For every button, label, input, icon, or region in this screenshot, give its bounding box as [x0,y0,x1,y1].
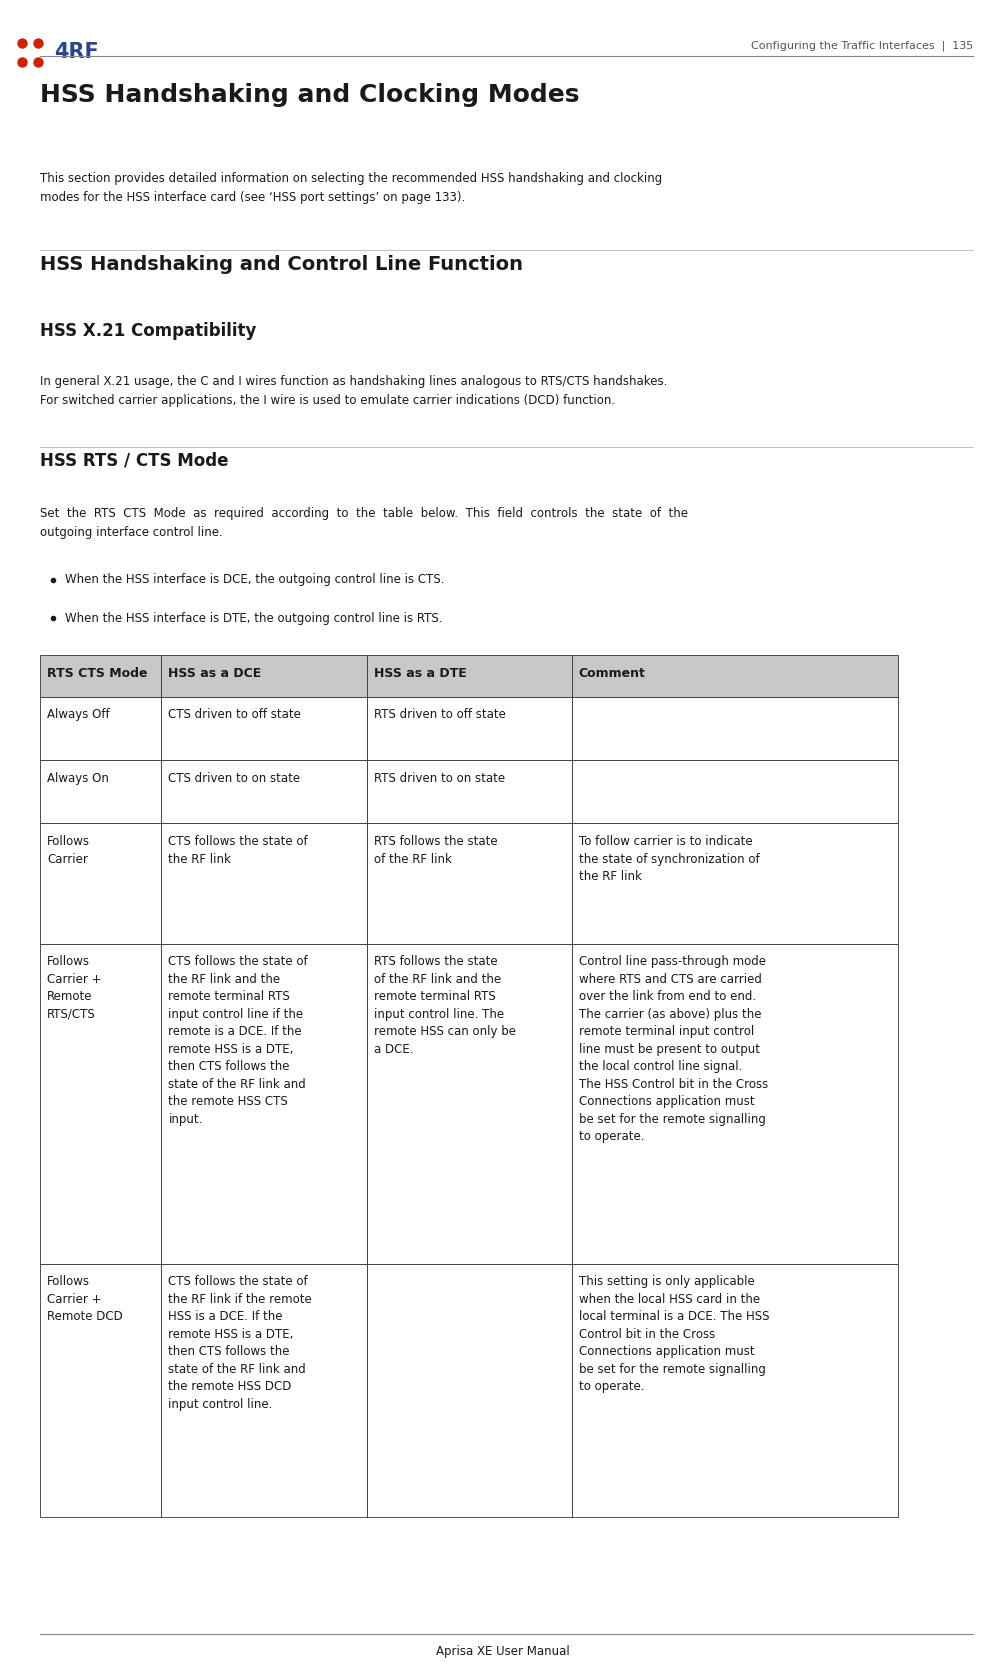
Bar [40,944,162,1264]
Text: Follows
Carrier +
Remote
RTS/CTS: Follows Carrier + Remote RTS/CTS [47,955,102,1020]
Text: CTS driven to off state: CTS driven to off state [169,708,302,722]
Bar [572,655,898,697]
Bar [162,1264,367,1517]
Bar [572,1264,898,1517]
Bar [367,655,572,697]
Bar [367,697,572,760]
Text: HSS Handshaking and Clocking Modes: HSS Handshaking and Clocking Modes [40,83,580,107]
Text: Set  the  RTS  CTS  Mode  as  required  according  to  the  table  below.  This : Set the RTS CTS Mode as required accordi… [40,507,688,538]
Bar [162,697,367,760]
Text: This section provides detailed information on selecting the recommended HSS hand: This section provides detailed informati… [40,172,662,203]
Text: When the HSS interface is DCE, the outgoing control line is CTS.: When the HSS interface is DCE, the outgo… [65,573,445,587]
Text: Configuring the Traffic Interfaces  |  135: Configuring the Traffic Interfaces | 135 [751,40,973,52]
Text: RTS driven to on state: RTS driven to on state [374,772,505,785]
Bar [367,823,572,944]
Bar [162,823,367,944]
Text: Follows
Carrier +
Remote DCD: Follows Carrier + Remote DCD [47,1275,123,1324]
Bar [40,655,162,697]
Text: To follow carrier is to indicate
the state of synchronization of
the RF link: To follow carrier is to indicate the sta… [579,835,760,884]
Text: RTS follows the state
of the RF link: RTS follows the state of the RF link [374,835,497,865]
Text: Always On: Always On [47,772,110,785]
Bar [162,655,367,697]
Text: HSS X.21 Compatibility: HSS X.21 Compatibility [40,322,256,340]
Text: RTS follows the state
of the RF link and the
remote terminal RTS
input control l: RTS follows the state of the RF link and… [374,955,516,1055]
Bar [40,697,162,760]
Text: This setting is only applicable
when the local HSS card in the
local terminal is: This setting is only applicable when the… [579,1275,770,1394]
Text: RTS driven to off state: RTS driven to off state [374,708,506,722]
Text: Always Off: Always Off [47,708,110,722]
Bar [572,760,898,823]
Text: HSS Handshaking and Control Line Function: HSS Handshaking and Control Line Functio… [40,255,524,273]
Text: Control line pass-through mode
where RTS and CTS are carried
over the link from : Control line pass-through mode where RTS… [579,955,768,1144]
Text: Follows
Carrier: Follows Carrier [47,835,90,865]
Text: CTS follows the state of
the RF link: CTS follows the state of the RF link [169,835,309,865]
Bar [40,1264,162,1517]
Text: HSS as a DCE: HSS as a DCE [169,667,261,680]
Bar [572,944,898,1264]
Bar [162,760,367,823]
Text: When the HSS interface is DTE, the outgoing control line is RTS.: When the HSS interface is DTE, the outgo… [65,612,443,625]
Text: Aprisa XE User Manual: Aprisa XE User Manual [435,1645,570,1659]
Text: In general X.21 usage, the C and I wires function as handshaking lines analogous: In general X.21 usage, the C and I wires… [40,375,667,407]
Text: CTS follows the state of
the RF link and the
remote terminal RTS
input control l: CTS follows the state of the RF link and… [169,955,309,1125]
Text: 4RF: 4RF [54,42,99,62]
Text: HSS as a DTE: HSS as a DTE [374,667,466,680]
Text: HSS RTS / CTS Mode: HSS RTS / CTS Mode [40,452,229,470]
Bar [367,760,572,823]
Text: RTS CTS Mode: RTS CTS Mode [47,667,148,680]
Bar [162,944,367,1264]
Bar [367,1264,572,1517]
Bar [367,944,572,1264]
Text: Comment: Comment [579,667,646,680]
Text: CTS follows the state of
the RF link if the remote
HSS is a DCE. If the
remote H: CTS follows the state of the RF link if … [169,1275,313,1410]
Bar [40,823,162,944]
Bar [40,760,162,823]
Text: CTS driven to on state: CTS driven to on state [169,772,300,785]
Bar [572,697,898,760]
Bar [572,823,898,944]
